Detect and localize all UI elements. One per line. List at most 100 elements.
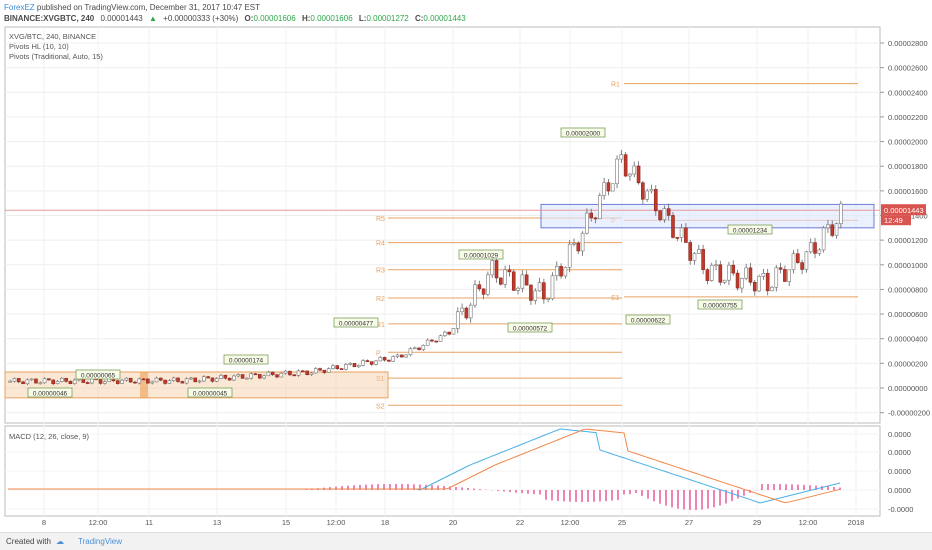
y-tick-label: 0.00000200 — [888, 359, 928, 368]
chart-header: ForexEZ published on TradingView.com, De… — [4, 2, 928, 26]
candle-body — [473, 284, 477, 306]
annotation-label: 0.00001029 — [464, 253, 499, 260]
candle-body — [572, 242, 576, 245]
candle-body — [85, 382, 90, 384]
candle-body — [679, 227, 684, 238]
candle-body — [51, 379, 55, 385]
annotation-box — [333, 317, 379, 328]
annotation-label: 0.00000065 — [81, 373, 116, 380]
candle-body — [232, 375, 236, 381]
candle-body — [124, 377, 129, 381]
candle-body — [511, 271, 516, 291]
cloud-icon[interactable]: ☁ — [56, 537, 64, 546]
candle-body — [146, 378, 150, 384]
author-link[interactable]: ForexEZ — [4, 3, 35, 12]
candle-body — [714, 264, 718, 267]
candle-body — [830, 224, 835, 236]
price-chart[interactable]: R5R4R3R2R1PS1S2R1PS1 0.000000650.0000004… — [0, 0, 932, 532]
price-axis[interactable]: 0.00002800 0.00002600 0.00002400 0.00002200… — [880, 39, 930, 418]
y-tick-label: 0.00001200 — [888, 236, 928, 245]
candle-body — [171, 377, 176, 381]
tradingview-link[interactable]: TradingView — [78, 537, 123, 546]
candle-body — [292, 374, 297, 377]
y-tick-label: 0.00001800 — [888, 162, 928, 171]
candle-body — [826, 224, 830, 229]
pivot-band-marker — [140, 371, 148, 398]
candle-body — [98, 379, 103, 384]
candle-body — [219, 374, 223, 379]
candle-body — [537, 282, 542, 292]
pivot-label: P — [376, 350, 381, 357]
candle-body — [154, 377, 159, 383]
x-tick-label: 27 — [685, 518, 693, 527]
pivots-hl-label[interactable]: Pivots HL (10, 10) — [9, 42, 69, 51]
y-tick-label: 0.00000600 — [888, 310, 928, 319]
y-tick-label: 0.00002000 — [888, 138, 928, 147]
pivot-label: S1 — [611, 295, 620, 302]
x-tick-label: 12:00 — [327, 518, 346, 527]
candle-body — [533, 290, 538, 301]
candle-body — [12, 378, 17, 382]
pivot-label: R2 — [376, 296, 385, 303]
candle-body — [718, 264, 723, 283]
candle-body — [400, 354, 404, 358]
candle-body — [103, 381, 107, 384]
candle-body — [688, 242, 693, 261]
candle-body — [529, 284, 533, 301]
published-text: published on TradingView.com, December 3… — [36, 3, 261, 12]
candle-body — [563, 267, 568, 277]
candle-body — [791, 253, 796, 271]
time-axis[interactable]: 8 12:00 11 13 15 12:00 18 20 22 12:00 25 27 29 12:00 2… — [42, 518, 864, 527]
pair-label[interactable]: XVG/BTC, 240, BINANCE — [9, 32, 97, 41]
candle-body — [141, 378, 146, 381]
candle-body — [757, 275, 761, 292]
current-price-value: 0.00001443 — [884, 206, 924, 215]
candle-body — [184, 378, 189, 384]
candle-body — [404, 354, 408, 358]
candle-body — [331, 365, 335, 369]
candle-body — [29, 378, 34, 381]
ohlc-line: BINANCE:XVGBTC, 240 0.00001443 ▲ +0.0000… — [4, 13, 928, 24]
pivot-label: R4 — [376, 241, 385, 248]
candle-body — [180, 381, 185, 384]
candle-body — [313, 368, 318, 374]
macd-tick-label: 0.0000 — [888, 467, 911, 476]
annotation-label: 0.00000046 — [33, 391, 68, 398]
change-arrow-icon: ▲ — [148, 14, 157, 23]
y-tick-label: 0.00002800 — [888, 39, 928, 48]
candle-body — [339, 368, 344, 370]
candle-body — [800, 262, 804, 270]
publish-line: ForexEZ published on TradingView.com, De… — [4, 2, 928, 13]
x-tick-label: 11 — [145, 518, 153, 527]
annotation-box — [458, 249, 504, 260]
macd-pane: 0.0000 0.0000 0.0000 0.0000 -0.0000 — [5, 428, 913, 514]
candle-body — [770, 286, 774, 292]
low-label: L:0.00001272 — [358, 14, 409, 23]
candle-body — [227, 377, 232, 381]
pivots-trad-label[interactable]: Pivots (Traditional, Auto, 15) — [9, 52, 103, 61]
candle-body — [632, 165, 637, 175]
candle-body — [34, 378, 38, 384]
candle-body — [740, 277, 744, 289]
candle-body — [59, 377, 64, 382]
candle-body — [615, 158, 619, 185]
indicator-legend: XVG/BTC, 240, BINANCE Pivots HL (10, 10)… — [9, 32, 103, 62]
candle-body — [309, 372, 314, 375]
candle-body — [787, 269, 792, 282]
candle-body — [150, 381, 154, 384]
candle-body — [378, 357, 383, 362]
candle-body — [266, 371, 271, 377]
high-label: H:0.00001606 — [301, 14, 353, 23]
candle-body — [395, 354, 400, 357]
candle-body — [128, 377, 133, 383]
annotation-label: 0.00000477 — [339, 321, 374, 328]
macd-label[interactable]: MACD (12, 26, close, 9) — [9, 432, 90, 441]
candle-body — [455, 311, 460, 329]
change-text: +0.00000333 (+30%) — [163, 14, 239, 23]
x-tick-label: 2018 — [848, 518, 865, 527]
candle-body — [47, 378, 51, 381]
candle-body — [598, 195, 602, 220]
candle-body — [262, 375, 266, 379]
annotation-label: 0.00000572 — [513, 326, 548, 333]
candle-body — [25, 379, 30, 385]
